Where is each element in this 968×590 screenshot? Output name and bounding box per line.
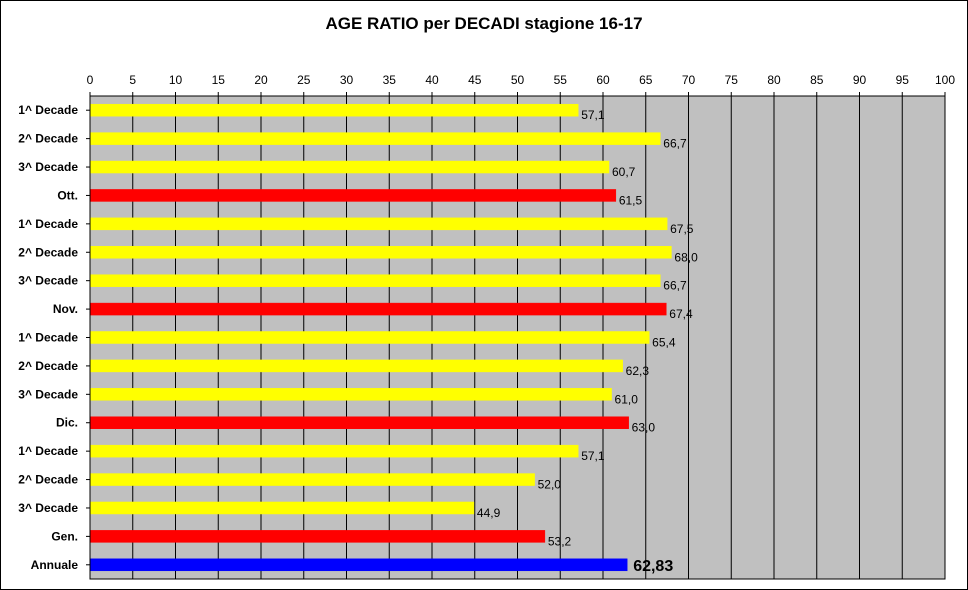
data-label: 65,4 [652,336,676,350]
data-label: 67,5 [670,222,694,236]
data-label: 62,3 [626,364,650,378]
x-tick-label: 20 [254,73,268,87]
category-label: 1^ Decade [18,103,78,117]
data-label: 67,4 [669,307,693,321]
data-label: 62,83 [633,558,673,575]
x-tick-label: 40 [425,73,439,87]
x-tick-label: 15 [212,73,226,87]
bar-2 [89,132,661,145]
category-label: 1^ Decade [18,444,78,458]
x-tick-label: 30 [340,73,354,87]
category-label: 1^ Decade [18,331,78,345]
data-label: 63,0 [632,421,656,435]
category-label: 3^ Decade [18,387,78,401]
data-label: 44,9 [477,506,501,520]
bar-13 [89,444,579,458]
data-label: 66,7 [663,279,687,293]
x-tick-label: 25 [297,73,311,87]
x-tick-label: 100 [935,73,955,87]
data-label: 66,7 [663,137,687,151]
category-label: Ott. [57,188,78,202]
x-tick-label: 75 [725,73,739,87]
bar-17 [89,558,628,572]
data-label: 52,0 [538,478,562,492]
data-label: 57,1 [581,108,605,122]
x-tick-label: 85 [810,73,824,87]
data-label: 57,1 [581,449,605,463]
data-label: 61,5 [619,193,643,207]
bar-15 [89,501,475,515]
bar-10 [89,359,623,373]
bar-4 [89,189,617,202]
data-label: 53,2 [548,534,572,548]
category-label: Dic. [56,416,78,430]
x-tick-label: 45 [468,73,482,87]
category-label: 2^ Decade [18,245,78,259]
bar-1 [89,103,579,117]
bar-14 [89,473,535,486]
bar-3 [89,160,610,174]
x-tick-label: 65 [639,73,653,87]
x-tick-label: 50 [511,73,525,87]
bar-9 [89,331,650,344]
x-tick-label: 95 [896,73,910,87]
x-tick-label: 80 [767,73,781,87]
x-tick-label: 60 [596,73,610,87]
x-tick-label: 35 [383,73,397,87]
category-label: Nov. [53,302,78,316]
bar-12 [89,416,629,429]
category-label: 2^ Decade [18,473,78,487]
category-label: 2^ Decade [18,359,78,373]
category-label: 3^ Decade [18,501,78,515]
x-tick-label: 0 [87,73,94,87]
category-label: 1^ Decade [18,217,78,231]
bar-5 [89,217,668,231]
x-tick-label: 10 [169,73,183,87]
x-tick-label: 5 [129,73,136,87]
bar-8 [89,302,667,316]
category-label: Annuale [31,558,79,572]
category-label: 3^ Decade [18,274,78,288]
data-label: 68,0 [674,250,698,264]
x-tick-label: 90 [853,73,867,87]
bar-16 [89,530,546,543]
bar-7 [89,274,661,287]
chart-title: AGE RATIO per DECADI stagione 16-17 [325,14,643,33]
bar-6 [89,246,672,259]
category-label: 3^ Decade [18,160,78,174]
x-tick-label: 55 [554,73,568,87]
bar-11 [89,388,612,401]
data-label: 60,7 [612,165,636,179]
category-label: Gen. [51,529,78,543]
x-tick-label: 70 [682,73,696,87]
data-label: 61,0 [615,392,639,406]
category-label: 2^ Decade [18,132,78,146]
